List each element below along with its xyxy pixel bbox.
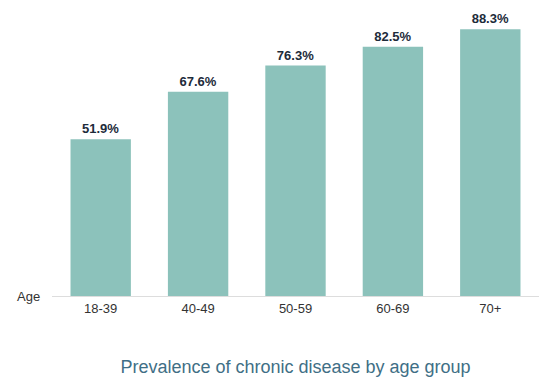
svg-text:51.9%: 51.9%	[82, 121, 119, 136]
svg-text:18-39: 18-39	[84, 301, 117, 316]
svg-text:67.6%: 67.6%	[179, 74, 216, 89]
svg-text:Prevalence of chronic disease: Prevalence of chronic disease by age gro…	[120, 357, 470, 377]
svg-text:70+: 70+	[479, 301, 501, 316]
svg-text:60-69: 60-69	[376, 301, 409, 316]
svg-text:76.3%: 76.3%	[277, 48, 314, 63]
svg-text:50-59: 50-59	[279, 301, 312, 316]
svg-text:88.3%: 88.3%	[472, 11, 509, 26]
svg-text:40-49: 40-49	[181, 301, 214, 316]
svg-text:Age: Age	[17, 289, 40, 304]
svg-text:82.5%: 82.5%	[374, 29, 411, 44]
